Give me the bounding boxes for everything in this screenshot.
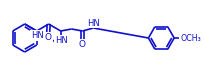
Text: O: O	[79, 40, 86, 49]
Text: HN: HN	[87, 18, 100, 27]
Text: OCH₃: OCH₃	[180, 33, 201, 43]
Text: O: O	[45, 32, 52, 42]
Text: HN: HN	[55, 36, 68, 45]
Text: HN: HN	[31, 31, 44, 40]
